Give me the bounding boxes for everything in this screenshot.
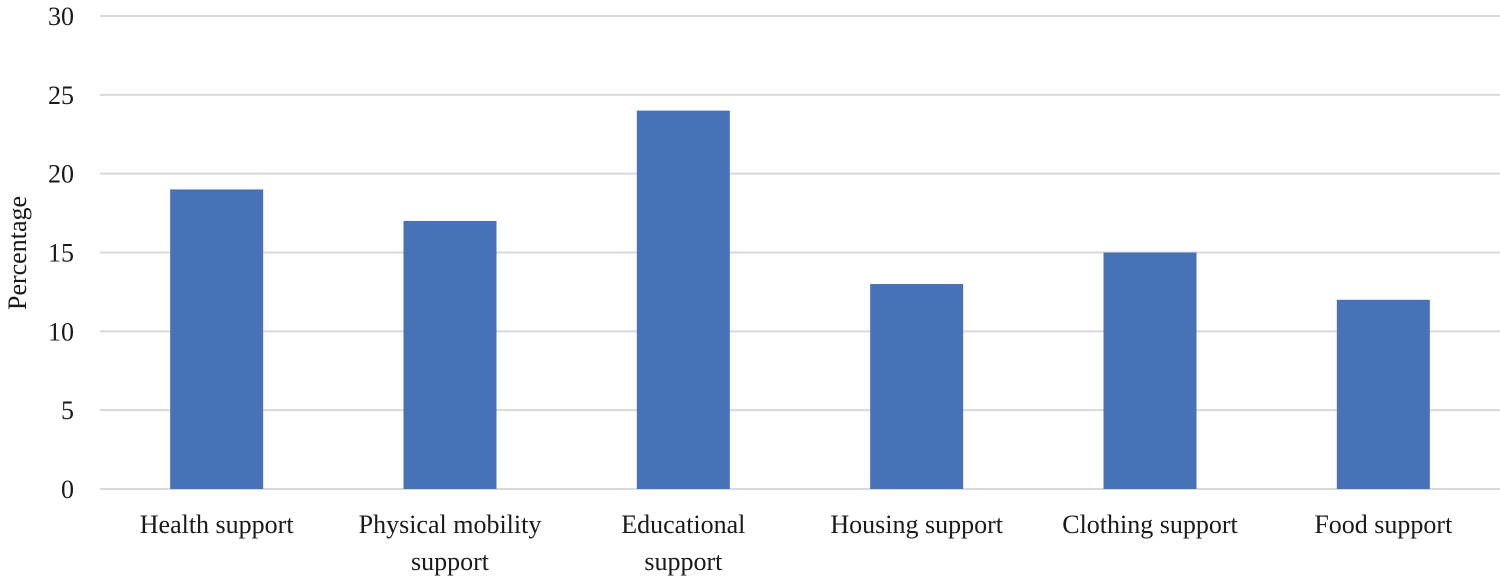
gridlines (100, 15, 1500, 490)
x-category-label: Educational support (621, 510, 745, 576)
y-tick-label: 20 (48, 160, 74, 189)
bar (1336, 299, 1430, 489)
y-axis-title: Percentage (3, 196, 32, 310)
bar (403, 220, 497, 489)
x-category-label: Physical mobility support (359, 510, 542, 576)
y-tick-label: 10 (48, 317, 74, 346)
y-tick-label: 0 (61, 475, 74, 504)
x-category-label: Health support (140, 510, 295, 539)
x-category-label: Housing support (830, 510, 1003, 539)
x-axis-labels: Health support Physical mobility support Ed… (140, 510, 1453, 576)
bar (870, 284, 964, 489)
y-tick-label: 15 (48, 239, 74, 268)
bars (170, 110, 1430, 489)
x-category-label: Clothing support (1062, 510, 1238, 539)
bar (636, 110, 730, 489)
y-tick-label: 25 (48, 81, 74, 110)
x-category-label: Food support (1314, 510, 1453, 539)
y-axis-ticks: 0 5 10 15 20 25 30 (48, 2, 74, 504)
y-tick-label: 5 (61, 396, 74, 425)
bar (1103, 252, 1197, 489)
y-tick-label: 30 (48, 2, 74, 31)
bar (170, 189, 264, 489)
